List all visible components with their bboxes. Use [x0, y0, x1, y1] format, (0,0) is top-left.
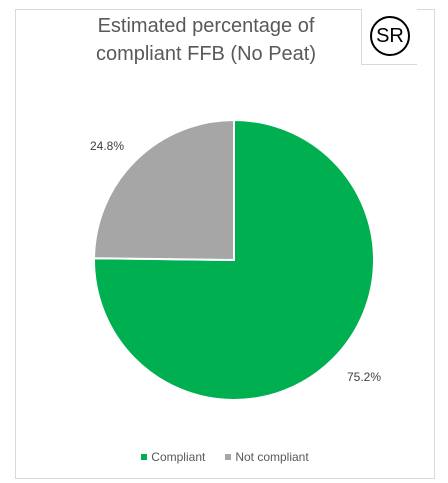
legend-item-not-compliant: Not compliant — [225, 450, 309, 464]
chart-title-line-2: compliant FFB (No Peat) — [95, 43, 317, 65]
legend-label: Not compliant — [235, 450, 309, 464]
data-label-not-compliant: 24.8% — [90, 139, 124, 153]
badge-text: SR — [376, 24, 404, 47]
legend: Compliant Not compliant — [15, 450, 435, 464]
pie-slice-compliant — [93, 118, 375, 401]
chart-title: Estimated percentage of compliant FFB (N… — [56, 12, 356, 68]
legend-swatch — [141, 454, 148, 460]
data-label-compliant: 75.2% — [347, 370, 381, 384]
chart-title-line-1: Estimated percentage of — [97, 15, 315, 37]
badge-circle: SR — [370, 16, 410, 56]
legend-swatch — [225, 454, 232, 460]
legend-label: Compliant — [151, 450, 206, 464]
legend-item-compliant: Compliant — [141, 450, 205, 464]
badge: SR — [361, 9, 417, 65]
pie-slice-not-compliant — [92, 118, 235, 262]
